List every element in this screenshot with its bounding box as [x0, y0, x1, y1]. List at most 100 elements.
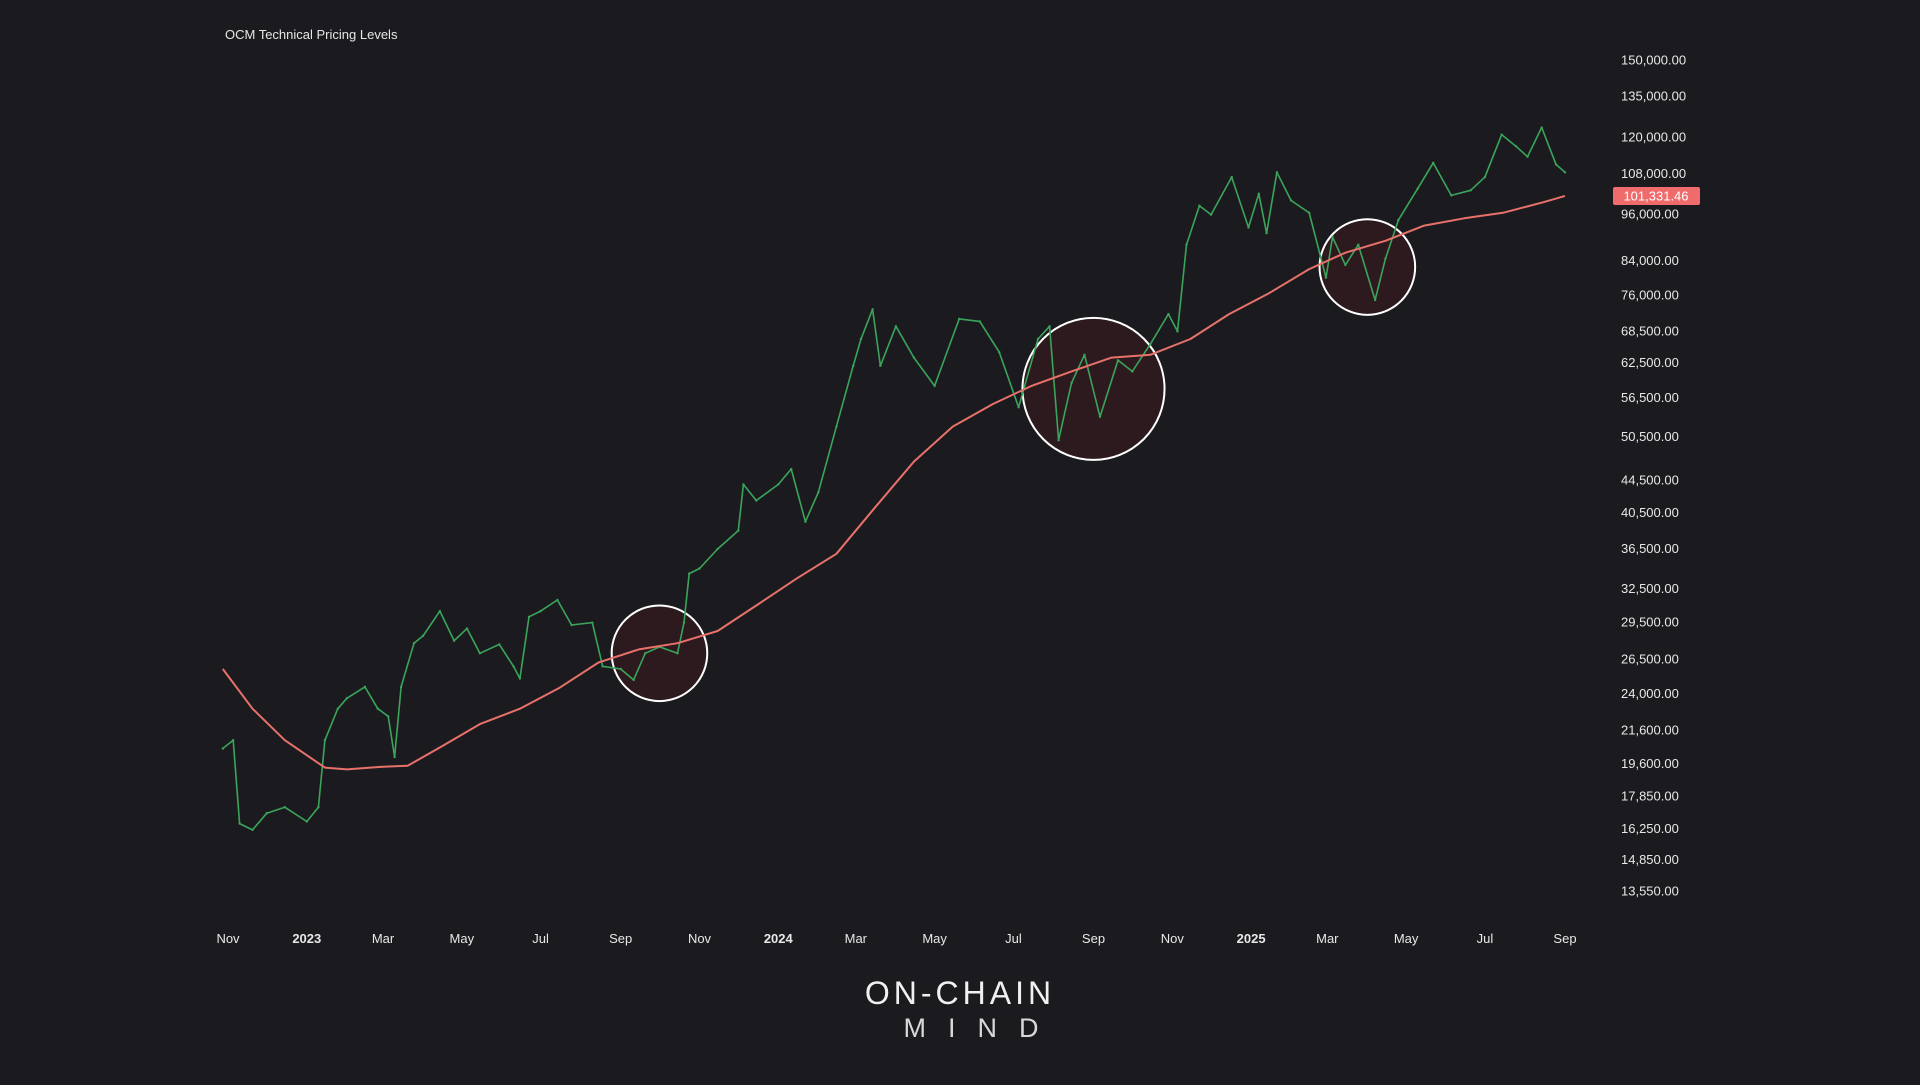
price-series-line — [222, 126, 1566, 831]
price-point-83 — [1357, 243, 1360, 246]
y-tick-label: 29,500.00 — [1621, 615, 1679, 630]
price-point-91 — [1483, 175, 1487, 179]
last-value-badge — [1613, 186, 1700, 205]
x-tick-label: Sep — [1553, 931, 1576, 946]
price-point-89 — [1450, 194, 1453, 197]
x-tick-label: Sep — [609, 931, 632, 946]
price-point-12 — [376, 707, 380, 710]
price-point-54 — [933, 384, 936, 388]
price-point-58 — [1017, 406, 1020, 409]
price-point-97 — [1563, 171, 1567, 174]
price-point-23 — [512, 665, 515, 668]
price-point-0 — [221, 747, 225, 750]
price-point-22 — [498, 643, 501, 646]
price-point-94 — [1526, 155, 1529, 158]
y-tick-label: 19,600.00 — [1621, 756, 1679, 771]
price-point-11 — [363, 685, 367, 689]
price-point-84 — [1373, 298, 1377, 302]
price-point-35 — [676, 652, 679, 655]
price-point-20 — [465, 627, 469, 630]
price-point-55 — [957, 317, 961, 321]
highlight-circle-3 — [1318, 218, 1417, 316]
price-point-46 — [817, 491, 820, 494]
price-point-68 — [1167, 312, 1170, 316]
price-point-8 — [323, 738, 327, 742]
x-tick-label: Nov — [216, 931, 240, 946]
x-tick-label: May — [450, 931, 475, 946]
price-point-9 — [336, 707, 340, 710]
price-point-19 — [452, 639, 456, 642]
y-tick-label: 14,850.00 — [1621, 852, 1679, 867]
y-tick-label: 40,500.00 — [1621, 505, 1679, 520]
y-tick-label: 120,000.00 — [1621, 129, 1686, 144]
price-point-65 — [1116, 359, 1120, 362]
y-tick-label: 17,850.00 — [1621, 788, 1679, 803]
price-point-47 — [835, 425, 838, 428]
price-point-42 — [755, 499, 758, 502]
price-point-17 — [421, 634, 425, 637]
price-point-66 — [1131, 370, 1134, 373]
price-point-61 — [1057, 439, 1060, 442]
x-tick-label: 2024 — [764, 931, 794, 946]
price-point-60 — [1048, 325, 1051, 328]
price-point-50 — [871, 308, 874, 311]
price-point-95 — [1540, 126, 1543, 129]
price-point-56 — [978, 320, 982, 323]
x-tick-label: May — [922, 931, 947, 946]
y-tick-label: 108,000.00 — [1621, 166, 1686, 181]
price-point-59 — [1036, 337, 1040, 341]
price-point-44 — [790, 467, 793, 471]
y-tick-label: 24,000.00 — [1621, 686, 1679, 701]
price-point-75 — [1257, 192, 1261, 195]
price-point-82 — [1344, 263, 1347, 267]
x-tick-label: Nov — [1161, 931, 1185, 946]
price-point-72 — [1209, 213, 1213, 216]
y-tick-label: 13,550.00 — [1621, 884, 1679, 899]
price-point-81 — [1331, 235, 1334, 239]
price-point-37 — [687, 572, 691, 575]
y-tick-label: 16,250.00 — [1621, 821, 1679, 836]
price-point-27 — [556, 598, 559, 602]
price-point-15 — [399, 685, 403, 689]
price-point-57 — [997, 350, 1001, 354]
y-tick-label: 56,500.00 — [1621, 390, 1679, 405]
price-point-90 — [1469, 189, 1472, 192]
x-tick-label: Mar — [1316, 931, 1339, 946]
price-point-53 — [912, 356, 916, 359]
price-point-4 — [265, 812, 268, 815]
price-point-79 — [1308, 211, 1311, 215]
y-tick-label: 32,500.00 — [1621, 581, 1679, 596]
price-point-5 — [283, 805, 287, 809]
x-tick-label: 2023 — [292, 931, 321, 946]
price-point-51 — [879, 364, 882, 368]
x-tick-label: Jul — [1005, 931, 1022, 946]
chart-title: OCM Technical Pricing Levels — [225, 27, 398, 42]
price-point-16 — [412, 641, 416, 645]
price-point-92 — [1500, 133, 1503, 136]
price-point-40 — [737, 529, 740, 532]
price-point-31 — [619, 667, 622, 671]
price-point-39 — [716, 547, 719, 551]
brand-logo-line1: ON-CHAIN — [864, 975, 1056, 1011]
price-point-41 — [742, 483, 745, 486]
price-point-26 — [539, 609, 542, 613]
price-point-21 — [478, 652, 482, 655]
price-point-64 — [1098, 415, 1102, 419]
price-point-80 — [1324, 276, 1328, 279]
price-point-29 — [591, 621, 594, 624]
price-point-33 — [644, 652, 647, 655]
price-point-74 — [1247, 226, 1250, 229]
price-point-32 — [632, 678, 635, 682]
y-tick-label: 96,000.00 — [1621, 207, 1679, 222]
price-point-77 — [1275, 171, 1279, 174]
price-point-6 — [305, 820, 308, 823]
price-point-14 — [393, 755, 396, 759]
y-tick-label: 84,000.00 — [1621, 253, 1679, 268]
price-point-78 — [1289, 199, 1293, 202]
y-tick-label: 44,500.00 — [1621, 472, 1679, 487]
price-point-93 — [1514, 145, 1518, 148]
price-point-18 — [438, 609, 442, 613]
x-tick-label: Mar — [372, 931, 395, 946]
price-point-10 — [345, 697, 349, 700]
